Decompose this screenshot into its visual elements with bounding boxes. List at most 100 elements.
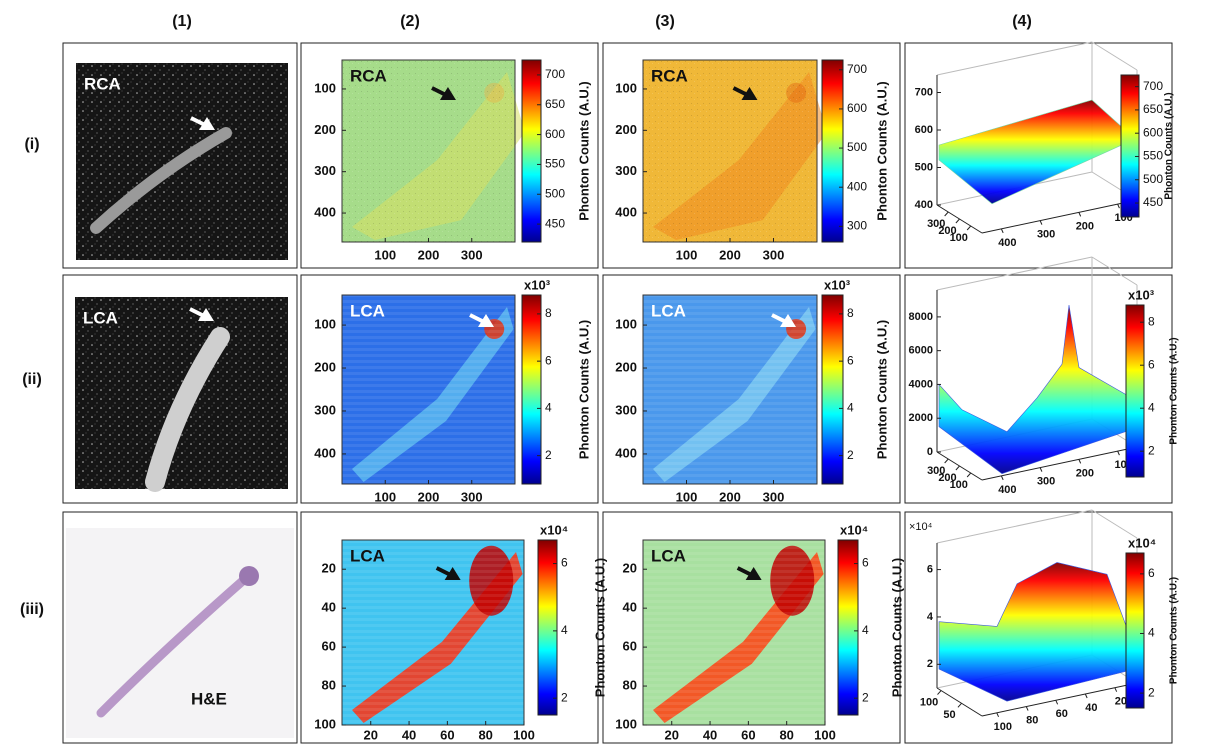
- x-tick-label: 100: [814, 727, 836, 742]
- axis-tick: [966, 225, 972, 231]
- colorbar-title: Phonton Counts (A.U.): [874, 320, 889, 459]
- y-tick-label: 100: [615, 80, 637, 95]
- x-tick-label: 80: [779, 727, 793, 742]
- heatmap-label: LCA: [350, 301, 385, 320]
- axis-tick: [1114, 687, 1118, 692]
- arrow: [435, 566, 452, 577]
- y-tick-label: 300: [314, 163, 336, 178]
- colorbar-tick-label: 6: [561, 556, 568, 570]
- x-tick-label: 100: [513, 727, 535, 742]
- colorbar: [521, 59, 542, 243]
- panel-frame: [602, 511, 901, 744]
- colorbar: [837, 539, 859, 716]
- z-tick-label: 600: [915, 124, 933, 136]
- colorbar-tick-label: 6: [862, 556, 869, 570]
- arrow-head: [444, 567, 461, 580]
- axis-tick: [944, 211, 949, 217]
- colorbar-tick-label: 2: [862, 690, 869, 704]
- z-tick-label: 4000: [909, 378, 933, 390]
- panel-frame: [300, 42, 599, 269]
- axis-box: [981, 199, 1138, 234]
- heatmap-label: RCA: [651, 66, 688, 85]
- colorbar-tick-label: 650: [1143, 102, 1163, 116]
- axis-tick-label: 100: [994, 721, 1012, 733]
- row-header: (iii): [20, 601, 44, 618]
- axis-tick-label: 400: [998, 484, 1016, 496]
- heatmap-label: LCA: [651, 301, 686, 320]
- axis-tick: [1039, 467, 1043, 472]
- colorbar-exponent: x10⁴: [840, 522, 868, 537]
- axis-tick-label: 400: [998, 237, 1016, 249]
- colorbar-tick-label: 700: [1143, 79, 1163, 93]
- arrow-head: [478, 314, 494, 327]
- colorbar: [1120, 74, 1140, 218]
- colorbar-tick-label: 6: [1148, 566, 1155, 580]
- y-tick-label: 400: [615, 204, 637, 219]
- panel-frame: [602, 42, 901, 269]
- colorbar-title: Phonton Counts (A.U.): [1169, 577, 1180, 684]
- arrow: [736, 566, 753, 577]
- colorbar-tick-label: 4: [561, 623, 568, 637]
- x-tick-label: 300: [763, 489, 785, 504]
- arrow: [431, 86, 447, 97]
- colorbar-tick-label: 6: [1148, 357, 1155, 371]
- axis-tick-label: 100: [920, 696, 938, 708]
- photo-label: H&E: [191, 689, 227, 708]
- colorbar-tick-label: 600: [1143, 125, 1163, 139]
- x-tick-label: 40: [703, 727, 717, 742]
- colorbar-tick-label: 300: [847, 219, 867, 233]
- colorbar-title: Phonton Counts (A.U.): [874, 81, 889, 220]
- x-tick-label: 200: [418, 247, 440, 262]
- colorbar-title: Phonton Counts (A.U.): [576, 320, 591, 459]
- y-tick-label: 200: [314, 122, 336, 137]
- axis-tick: [1055, 700, 1059, 705]
- colorbar-title: Phonton Counts (A.U.): [1164, 92, 1175, 199]
- colorbar-tick-label: 450: [545, 216, 565, 230]
- vessel: [90, 127, 232, 234]
- colorbar-tick-label: 2: [847, 448, 854, 462]
- y-tick-label: 100: [314, 716, 336, 731]
- surface-plot: [938, 305, 1136, 474]
- x-tick-label: 80: [478, 727, 492, 742]
- colorbar: [537, 539, 558, 716]
- arrow-head: [198, 308, 214, 321]
- y-tick-label: 100: [615, 716, 637, 731]
- colorbar-exponent: x10⁴: [540, 522, 568, 537]
- axis-box: [1091, 509, 1138, 539]
- colorbar-tick-label: 8: [545, 306, 552, 320]
- colorbar-title: Phonton Counts (A.U.): [1169, 337, 1180, 444]
- colorbar: [1125, 304, 1145, 478]
- y-tick-label: 60: [623, 639, 637, 654]
- z-tick-label: 4: [927, 611, 934, 623]
- heatmap-label: LCA: [651, 546, 686, 565]
- z-tick-label: 0: [927, 446, 933, 458]
- axis-box: [1091, 256, 1138, 286]
- surface-plot: [938, 562, 1136, 702]
- z-tick-label: 6: [927, 563, 933, 575]
- colorbar-tick-label: 500: [847, 140, 867, 154]
- colorbar-title: Phonton Counts (A.U.): [576, 81, 591, 220]
- colorbar-tick-label: 500: [545, 186, 565, 200]
- colorbar-exponent: x10³: [824, 277, 851, 292]
- colorbar-tick-label: 450: [1143, 195, 1163, 209]
- colorbar-tick-label: 2: [1148, 443, 1155, 457]
- y-tick-label: 300: [615, 402, 637, 417]
- vessel: [145, 327, 230, 492]
- arrow: [732, 86, 749, 97]
- x-tick-label: 100: [676, 489, 698, 504]
- axis-box: [936, 509, 1093, 544]
- y-tick-label: 400: [615, 445, 637, 460]
- heatmap-label: LCA: [350, 546, 385, 565]
- panel-frame: [602, 274, 901, 504]
- colorbar-tick-label: 600: [847, 101, 867, 115]
- y-tick-label: 400: [314, 204, 336, 219]
- x-tick-label: 300: [461, 247, 483, 262]
- colorbar-tick-label: 8: [847, 306, 854, 320]
- axis-tick-label: 80: [1026, 714, 1038, 726]
- axis-tick-label: 100: [950, 479, 968, 491]
- axis-tick: [996, 712, 1000, 718]
- tissue: [96, 573, 251, 718]
- colorbar-tick-label: 4: [847, 401, 854, 415]
- colorbar-exponent: x10³: [524, 277, 551, 292]
